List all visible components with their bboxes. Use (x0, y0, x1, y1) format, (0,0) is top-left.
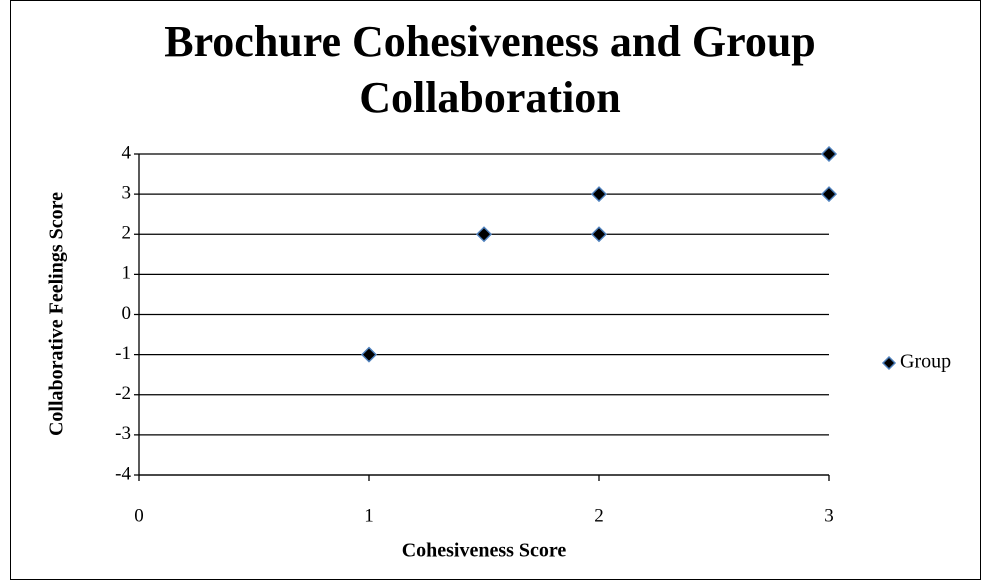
chart-area: Brochure Cohesiveness and Group Collabor… (10, 0, 981, 580)
y-tick-label: -4 (115, 463, 131, 484)
x-tick-label: 2 (594, 505, 604, 526)
x-tick-label: 0 (134, 505, 144, 526)
point (590, 186, 608, 203)
x-tick-label: 1 (364, 505, 374, 526)
x-axis-title: Cohesiveness Score (402, 540, 567, 562)
y-tick-label: -1 (115, 343, 131, 364)
point (820, 186, 838, 203)
x-tick-label: 3 (824, 505, 834, 526)
point (590, 226, 608, 243)
legend-marker (881, 355, 897, 371)
y-tick-label: 2 (122, 223, 132, 244)
y-tick-label: -2 (115, 383, 131, 404)
y-tick-label: 3 (122, 182, 132, 203)
chart-title: Brochure Cohesiveness and Group Collabor… (164, 17, 816, 122)
y-tick-label: 0 (122, 303, 132, 324)
point (360, 346, 378, 363)
chart: Cohesiveness Score Collaborative Feeling… (46, 142, 952, 562)
legend-label: Group (900, 351, 951, 373)
y-tick-label: 4 (122, 142, 132, 163)
point (820, 145, 838, 163)
y-axis-title: Collaborative Feelings Score (46, 192, 68, 436)
y-tick-label: -3 (115, 423, 131, 444)
point (475, 226, 493, 243)
y-tick-label: 1 (122, 263, 132, 284)
